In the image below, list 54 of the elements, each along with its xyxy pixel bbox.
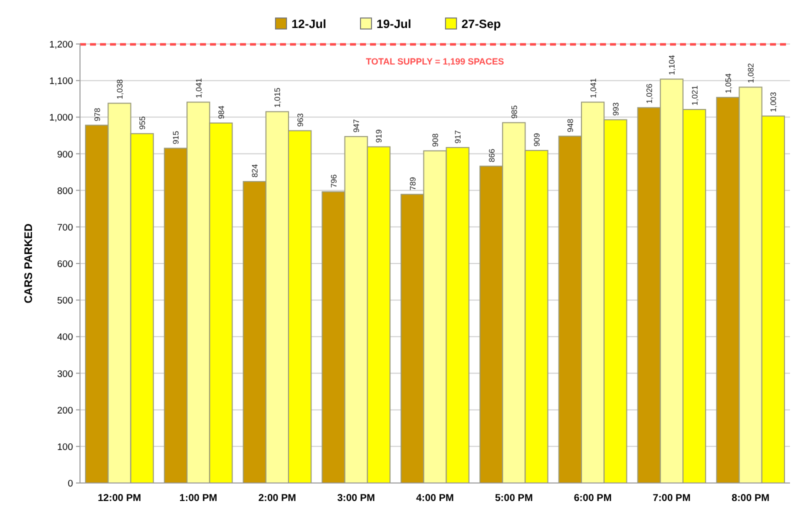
- y-tick-label: 100: [57, 442, 73, 453]
- y-tick-label: 700: [57, 222, 73, 234]
- data-label: 1,038: [115, 78, 124, 100]
- data-label: 909: [532, 132, 542, 146]
- x-tick-label: 3:00 PM: [337, 493, 376, 504]
- x-tick-label: 2:00 PM: [258, 493, 296, 504]
- data-label: 919: [374, 128, 384, 143]
- legend-label: 19-Jul: [376, 17, 412, 31]
- data-label: 978: [92, 107, 102, 122]
- y-tick-label: 1,100: [49, 76, 73, 88]
- y-tick-label: 500: [57, 296, 73, 307]
- y-axis-title: CARS PARKED: [23, 224, 35, 304]
- data-label: 963: [296, 112, 305, 127]
- data-label: 1,054: [724, 72, 733, 94]
- y-tick-label: 900: [57, 149, 73, 160]
- data-label: 917: [454, 130, 463, 144]
- data-label: 1,015: [273, 87, 282, 108]
- y-tick-label: 400: [57, 332, 73, 344]
- ref-line-label: TOTAL SUPPLY = 1,199 SPACES: [366, 56, 504, 66]
- data-label: 866: [487, 148, 496, 162]
- data-label: 948: [566, 118, 576, 132]
- data-label: 955: [138, 116, 148, 130]
- data-label: 1,104: [668, 54, 677, 76]
- data-label: 1,003: [769, 92, 778, 112]
- legend-label: 27-Sep: [462, 17, 501, 31]
- data-label: 796: [329, 174, 338, 188]
- data-label: 1,041: [194, 78, 204, 98]
- y-tick-label: 1,000: [49, 112, 73, 124]
- y-tick-label: 0: [68, 478, 73, 490]
- data-label: 1,041: [588, 78, 598, 98]
- legend-label: 12-Jul: [292, 17, 326, 31]
- y-tick-label: 300: [57, 368, 73, 380]
- y-tick-label: 600: [57, 259, 73, 270]
- data-label: 985: [510, 104, 519, 119]
- y-tick-label: 800: [57, 186, 73, 197]
- data-label: 824: [250, 164, 260, 178]
- x-tick-label: 6:00 PM: [574, 493, 612, 504]
- x-tick-label: 12:00 PM: [98, 493, 142, 504]
- data-label: 993: [611, 102, 620, 116]
- data-label: 1,082: [746, 62, 756, 84]
- y-tick-label: 200: [57, 405, 73, 416]
- y-tick-label: 1,200: [49, 40, 73, 50]
- x-tick-label: 7:00 PM: [652, 493, 691, 504]
- data-label: 915: [172, 130, 181, 144]
- x-tick-label: 5:00 PM: [494, 493, 533, 504]
- data-label: 984: [216, 105, 226, 120]
- data-label: 1,021: [690, 84, 700, 106]
- x-tick-label: 8:00 PM: [732, 493, 770, 504]
- x-tick-label: 4:00 PM: [416, 493, 454, 504]
- data-label: 789: [408, 176, 418, 190]
- x-tick-label: 1:00 PM: [179, 493, 218, 504]
- data-label: 1,026: [645, 83, 654, 104]
- data-label: 947: [352, 118, 362, 133]
- data-label: 908: [431, 132, 440, 147]
